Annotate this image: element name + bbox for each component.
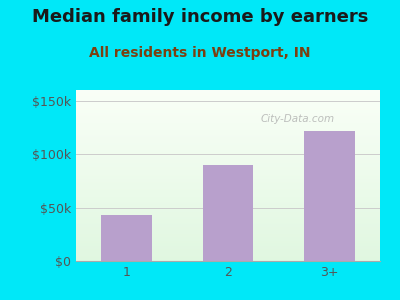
Text: City-Data.com: City-Data.com (261, 114, 335, 124)
Text: All residents in Westport, IN: All residents in Westport, IN (89, 46, 311, 61)
Bar (304, 130, 355, 261)
Bar (101, 215, 152, 261)
Text: Median family income by earners: Median family income by earners (32, 8, 368, 26)
Bar (203, 165, 253, 261)
